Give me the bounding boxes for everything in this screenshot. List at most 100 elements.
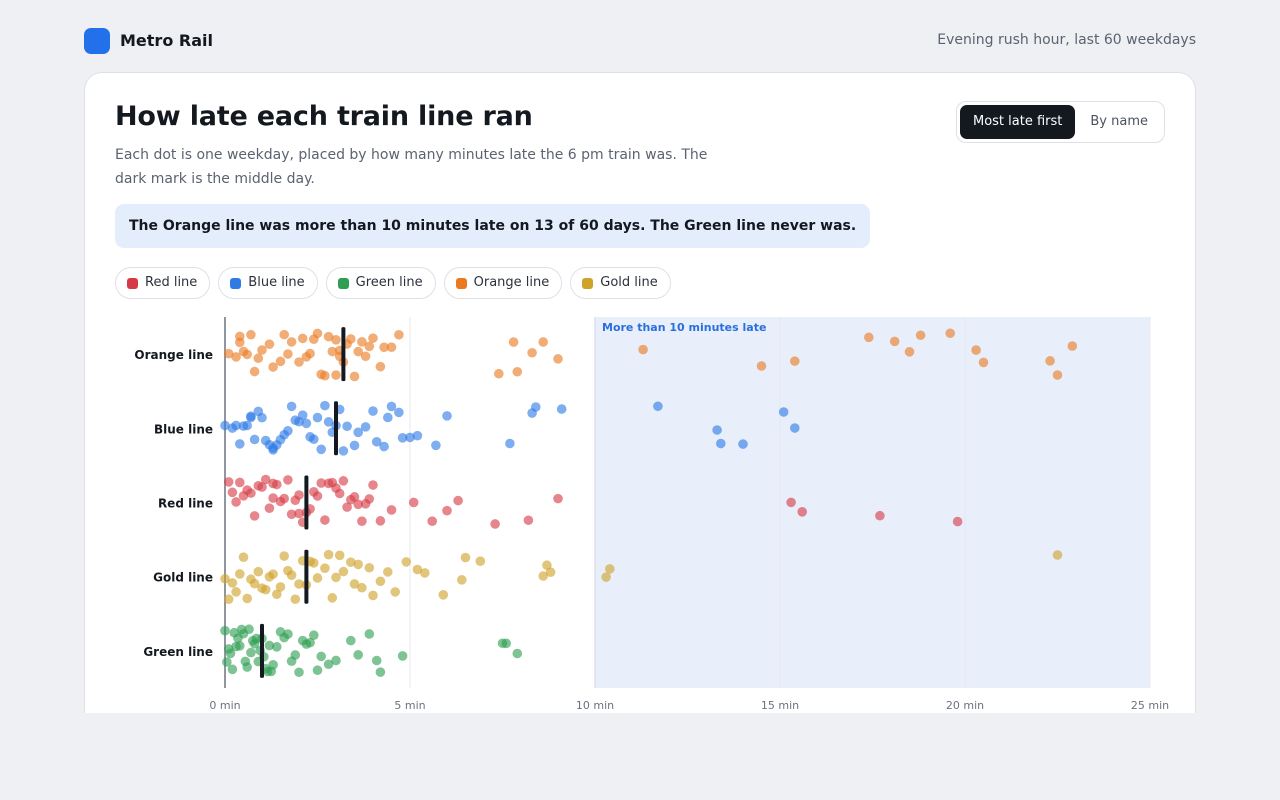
data-point [368, 480, 378, 490]
row-label-red-line: Red line [158, 497, 213, 511]
sort-by-name-button[interactable]: By name [1090, 114, 1148, 129]
data-point [312, 491, 323, 501]
data-point [272, 642, 282, 652]
data-point [379, 342, 389, 353]
data-point [220, 573, 230, 584]
data-point [364, 494, 375, 504]
data-point [305, 637, 315, 648]
data-point [283, 426, 293, 436]
data-point [242, 662, 252, 672]
data-point [268, 362, 278, 372]
legend-swatch [455, 277, 467, 289]
data-point [1045, 356, 1055, 366]
data-point [231, 587, 241, 597]
data-point [242, 349, 252, 360]
data-point [220, 625, 230, 636]
data-point [283, 629, 293, 639]
data-point [1052, 550, 1063, 560]
legend-item-gold-line[interactable]: Gold line [570, 267, 671, 299]
legend-swatch [582, 277, 594, 289]
data-point [420, 568, 430, 578]
data-point [364, 629, 375, 639]
row-label-gold-line: Gold line [153, 571, 213, 585]
data-point [294, 508, 304, 519]
data-point [357, 516, 367, 526]
data-point [556, 404, 567, 414]
data-point [222, 657, 232, 667]
late-threshold-region [595, 317, 1150, 688]
row-label-orange-line: Orange line [134, 348, 213, 362]
data-point [242, 593, 252, 604]
data-point [294, 667, 304, 678]
data-point [605, 564, 615, 574]
data-point [309, 434, 319, 445]
chart-subtitle: Each dot is one weekday, placed by how m… [115, 147, 708, 187]
data-point [235, 477, 245, 488]
x-tick-label: 10 min [576, 699, 614, 712]
data-point [323, 417, 334, 427]
data-point [379, 441, 389, 452]
data-point [334, 550, 345, 561]
data-point [889, 336, 900, 347]
data-point [231, 352, 241, 362]
data-point [286, 570, 297, 580]
legend-item-orange-line[interactable]: Orange line [443, 267, 563, 299]
data-point [231, 497, 241, 507]
data-point [553, 493, 563, 504]
sort-most-late-button[interactable]: Most late first [959, 105, 1076, 139]
data-point [453, 495, 463, 506]
data-point [320, 370, 330, 381]
data-point [320, 400, 330, 411]
data-point [353, 499, 364, 510]
data-point [346, 334, 356, 344]
data-point [312, 412, 323, 423]
data-point [553, 354, 563, 364]
data-point [260, 584, 271, 595]
x-tick-label: 15 min [761, 699, 799, 712]
data-point [294, 357, 304, 367]
data-point [394, 329, 404, 340]
data-point [545, 567, 556, 577]
data-point [305, 348, 315, 359]
data-point [383, 412, 393, 423]
data-point [386, 505, 397, 515]
top-bar: Metro Rail Evening rush hour, last 60 we… [84, 28, 1196, 54]
data-point [257, 482, 267, 492]
data-point [235, 641, 245, 651]
chart-card: How late each train line ran Each dot is… [84, 72, 1196, 713]
legend-item-red-line[interactable]: Red line [115, 267, 211, 299]
data-point [223, 477, 234, 487]
legend-item-blue-line[interactable]: Blue line [218, 267, 318, 299]
data-point [738, 439, 748, 449]
data-point [349, 492, 360, 502]
data-point [512, 648, 523, 659]
x-tick-label: 25 min [1131, 699, 1169, 712]
data-point [338, 566, 349, 577]
data-point [375, 516, 386, 526]
data-point [401, 557, 412, 567]
data-point [334, 488, 345, 499]
data-point [405, 432, 415, 443]
data-point [264, 339, 275, 349]
data-point [353, 346, 364, 357]
data-point [971, 345, 981, 355]
data-point [412, 564, 423, 575]
legend-item-green-line[interactable]: Green line [325, 267, 436, 299]
data-point [346, 557, 356, 567]
data-point [312, 665, 323, 676]
data-point [364, 562, 375, 573]
data-point [264, 503, 275, 514]
data-point [531, 402, 541, 412]
data-point [523, 515, 534, 526]
data-point [394, 407, 404, 418]
data-point [1052, 370, 1063, 380]
data-point [227, 664, 238, 675]
median-mark [304, 475, 309, 530]
data-point [431, 440, 441, 451]
data-point [353, 650, 364, 660]
data-point [268, 660, 278, 670]
data-point [945, 328, 955, 339]
data-point [323, 659, 334, 670]
x-tick-label: 20 min [946, 699, 984, 712]
data-point [364, 341, 375, 352]
